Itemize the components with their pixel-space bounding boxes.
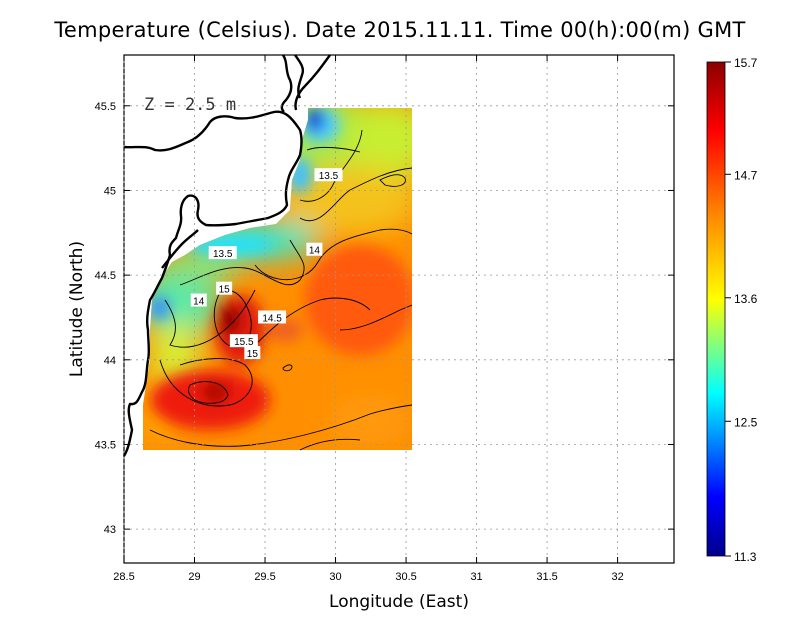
contour-label-bg — [190, 293, 207, 307]
contour-label: 14.5 — [258, 310, 287, 324]
contour-label: 15 — [216, 281, 233, 296]
x-tick-label: 32 — [611, 571, 623, 583]
x-axis-label: Longitude (East) — [329, 592, 469, 612]
contour-label: 15 — [244, 346, 261, 360]
x-tick-label: 31 — [470, 571, 482, 583]
y-tick-label: 44 — [104, 355, 116, 367]
x-tick-label: 29.5 — [254, 571, 275, 583]
contour-label-text: 14 — [193, 297, 205, 308]
axis-ticks — [123, 55, 674, 563]
y-tick-label: 45 — [104, 185, 116, 197]
y-tick-label: 43.5 — [95, 439, 116, 451]
contour-label-text: 15.5 — [234, 337, 254, 348]
y-axis-label: Latitude (North) — [67, 241, 87, 377]
x-tick-label: 30 — [329, 571, 341, 583]
y-tick-label: 43 — [104, 524, 116, 536]
contour-label-text: 13.5 — [319, 171, 339, 182]
contour-label-text: 13.5 — [213, 249, 233, 260]
colorbar-tick-label: 11.3 — [734, 550, 757, 564]
x-tick-labels: 28.5 29 29.5 30 30.5 31 31.5 32 — [113, 571, 623, 583]
contour-label-bg — [314, 168, 343, 182]
depth-label: Z = 2.5 m — [144, 95, 236, 115]
x-tick-label: 29 — [188, 571, 200, 583]
contour-label-bg — [208, 246, 237, 260]
contour-label: 13.5 — [208, 246, 237, 260]
colorbar-tick-label: 15.7 — [734, 56, 758, 70]
gridlines — [123, 55, 674, 563]
x-tick-label: 31.5 — [536, 571, 557, 583]
contour-label-text: 14 — [309, 246, 321, 257]
contour-label-text: 15 — [247, 349, 259, 360]
contour-label-bg — [244, 346, 261, 360]
contour-label: 13.5 — [314, 168, 343, 182]
contour-lines — [149, 129, 413, 451]
contour-label-text: 14.5 — [262, 313, 282, 324]
contour-label: 14 — [190, 293, 207, 308]
contour-label: 14 — [306, 242, 323, 257]
x-tick-label: 28.5 — [113, 571, 134, 583]
y-tick-label: 45.5 — [95, 101, 116, 113]
y-tick-label: 44.5 — [95, 270, 116, 282]
contour-label-bg — [306, 242, 323, 256]
contour-label: 15.5 — [229, 334, 258, 348]
contour-label-bg — [258, 310, 287, 324]
colorbar-gradient — [706, 61, 726, 557]
colorbar-ticks: 15.7 14.7 13.6 12.5 11.3 — [725, 56, 758, 564]
contour-label-bg — [216, 281, 233, 295]
colorbar-tick-label: 12.5 — [734, 415, 758, 429]
chart-title: Temperature (Celsius). Date 2015.11.11. … — [54, 18, 746, 42]
x-tick-label: 30.5 — [395, 571, 416, 583]
colorbar: 15.7 14.7 13.6 12.5 11.3 — [706, 56, 758, 564]
y-tick-labels: 43 43.5 44 44.5 45 45.5 — [95, 101, 116, 536]
contour-label-bg — [229, 334, 258, 348]
colorbar-tick-label: 14.7 — [734, 168, 758, 182]
contour-label-text: 15 — [219, 285, 231, 296]
colorbar-tick-label: 13.6 — [734, 292, 758, 306]
